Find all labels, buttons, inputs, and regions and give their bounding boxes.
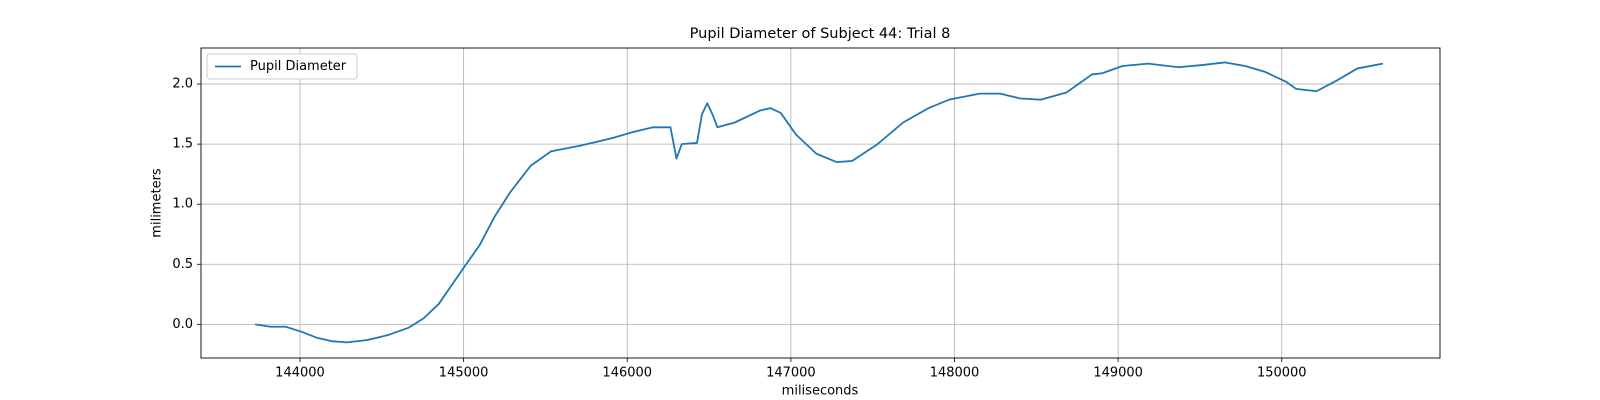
- x-tick-label: 145000: [439, 366, 489, 381]
- y-tick-label: 0.0: [172, 317, 193, 332]
- x-tick-label: 148000: [930, 366, 980, 381]
- x-tick-label: 147000: [766, 366, 816, 381]
- y-tick-label: 2.0: [172, 77, 193, 92]
- x-tick-label: 146000: [602, 366, 652, 381]
- plot-frame: [200, 47, 1441, 359]
- y-tick-label: 1.5: [172, 137, 193, 152]
- y-axis-label: milimeters: [150, 168, 165, 238]
- y-tick-label: 0.5: [172, 257, 193, 272]
- y-tick-label: 1.0: [172, 197, 193, 212]
- x-tick-label: 144000: [275, 366, 325, 381]
- x-tick-label: 149000: [1093, 366, 1143, 381]
- data-line: [255, 61, 1384, 344]
- x-tick-label: 150000: [1257, 366, 1307, 381]
- legend-box: [206, 53, 358, 80]
- x-axis-label: miliseconds: [782, 384, 859, 399]
- legend-label: Pupil Diameter: [250, 59, 347, 74]
- chart-title: Pupil Diameter of Subject 44: Trial 8: [690, 26, 951, 42]
